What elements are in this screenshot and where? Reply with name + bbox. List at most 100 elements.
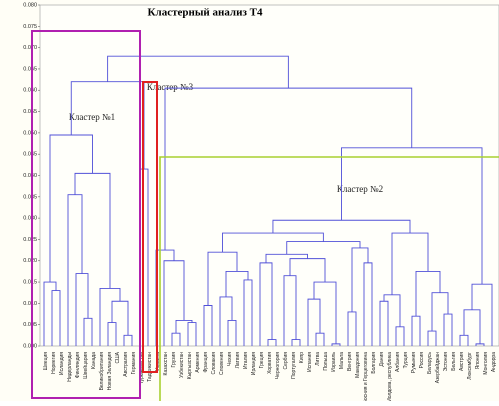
link <box>395 326 405 346</box>
cluster-box <box>31 30 141 399</box>
link <box>411 315 421 346</box>
link <box>341 147 483 285</box>
link <box>74 172 111 289</box>
y-tick-label: 0.005 <box>23 322 37 328</box>
leaf-label: Финляндия <box>75 352 81 378</box>
leaf-label: Сербия <box>283 352 289 370</box>
leaf-label: Латвия <box>235 352 241 369</box>
leaf-label: Бельгия <box>451 352 457 371</box>
leaf-label: Молдова, республика <box>387 352 393 401</box>
y-tick-label: 0.020 <box>23 258 37 264</box>
leaf-label: Монголия <box>483 352 489 375</box>
link <box>123 334 133 346</box>
leaf-label: Канада <box>91 352 97 369</box>
link <box>463 309 481 344</box>
leaf-label: Эстония <box>443 352 449 372</box>
plot-area <box>39 4 499 347</box>
link <box>164 87 413 251</box>
leaf-label: Казахстан <box>163 352 169 376</box>
leaf-label: Венгрия <box>347 352 353 371</box>
link <box>283 275 297 346</box>
y-tick-label: 0.055 <box>23 109 37 115</box>
leaf-label: Словения <box>219 352 225 375</box>
y-tick-label: 0.065 <box>23 66 37 72</box>
leaf-label: Мальта <box>339 352 345 369</box>
leaf-label: Болгария <box>371 352 377 374</box>
leaf-label: Швейцария <box>82 352 89 379</box>
cluster-box <box>159 156 499 401</box>
y-tick-label: 0.015 <box>23 280 37 286</box>
link <box>331 343 341 346</box>
leaf-label: Кипр <box>299 352 305 363</box>
leaf-label: Новая Зеландия <box>107 352 113 391</box>
leaf-label: Австрия <box>459 352 465 371</box>
link <box>75 273 89 346</box>
leaf-label: Португалия <box>291 352 297 379</box>
annotation: Кластер №3 <box>147 82 194 92</box>
leaf-label: Австралия <box>123 352 129 377</box>
y-tick-label: 0.050 <box>23 130 37 136</box>
cluster-box <box>142 81 158 373</box>
leaf-label: США <box>115 351 121 363</box>
leaf-label: Беларусь <box>427 352 433 374</box>
annotation: Кластер №1 <box>69 112 115 122</box>
link <box>459 334 469 346</box>
leaf-label: Хорватия <box>267 352 273 374</box>
link <box>43 281 57 346</box>
leaf-label: Румыния <box>411 352 417 373</box>
leaf-label: Ирландия <box>251 352 257 375</box>
y-tick-label: 0.010 <box>23 301 37 307</box>
leaf-label: Франция <box>203 352 209 373</box>
y-tick-label: 0.075 <box>23 24 37 30</box>
link <box>431 292 449 332</box>
leaf-label: Норвегия <box>51 352 57 374</box>
leaf-label: Израиль <box>331 352 337 372</box>
leaf-label: Греция <box>259 352 265 369</box>
leaf-label: Кыргызстан <box>187 352 193 379</box>
leaf-label: Албания <box>395 352 401 372</box>
leaf-label: Италия <box>243 352 249 369</box>
leaf-label: Польша <box>323 352 329 371</box>
leaf-label: Япония <box>475 352 481 370</box>
leaf-label: Азербайджан <box>434 352 441 383</box>
leaf-label: Черногория <box>275 352 281 380</box>
leaf-label: Швеция <box>43 352 49 371</box>
link <box>107 55 289 89</box>
y-tick-label: 0.045 <box>23 152 37 158</box>
link <box>83 317 93 346</box>
link <box>471 283 493 346</box>
leaf-label: Исландия <box>59 352 65 375</box>
y-tick-label: 0.030 <box>23 216 37 222</box>
leaf-label: Босния и Герцеговина <box>363 352 369 401</box>
leaf-label: Литва <box>315 352 321 366</box>
link <box>111 300 129 336</box>
leaf-label: Германия <box>131 352 137 375</box>
leaf-label: Туркменистан <box>139 352 145 384</box>
leaf-label: Андорра <box>491 352 497 372</box>
link <box>289 258 326 283</box>
annotation: Кластер №2 <box>337 184 383 194</box>
link <box>391 232 429 295</box>
link <box>286 241 361 255</box>
y-tick-label: 0.000 <box>23 343 37 349</box>
leaf-label: Люксембург <box>467 352 473 380</box>
y-tick-label: 0.040 <box>23 173 37 179</box>
link <box>313 281 337 344</box>
leaf-label: Македония <box>355 352 361 378</box>
leaf-label: Россия <box>419 352 425 369</box>
leaf-label: Дания <box>379 352 385 367</box>
link <box>379 300 389 346</box>
leaf-label: Грузия <box>171 352 177 368</box>
y-tick-label: 0.035 <box>23 194 37 200</box>
link <box>222 232 324 253</box>
chart-title: Кластерный анализ Т4 <box>148 7 263 19</box>
leaf-label: Турция <box>403 352 409 369</box>
leaf-label: Армения <box>195 352 201 373</box>
y-tick-label: 0.070 <box>23 45 37 51</box>
leaf-label: Нидерланды <box>67 352 73 382</box>
y-tick-label: 0.060 <box>23 88 37 94</box>
leaf-label: Узбекистан <box>179 352 185 378</box>
leaf-label: Таджикистан <box>147 352 153 382</box>
leaf-label: Великобритания <box>99 352 105 391</box>
